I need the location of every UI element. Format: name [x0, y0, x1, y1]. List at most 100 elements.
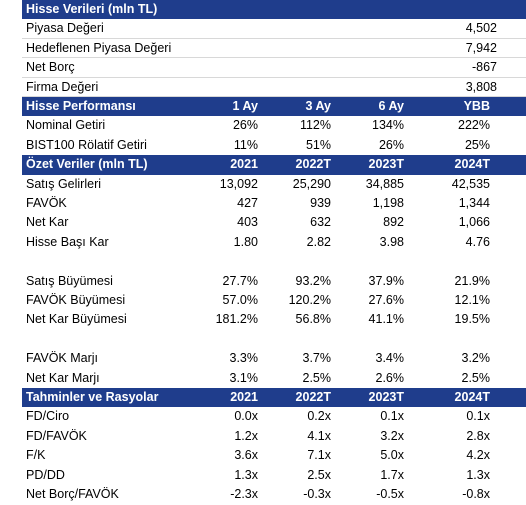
- cell-value: 27.7%: [222, 273, 258, 288]
- section-header: Hisse Performansı 1 Ay 3 Ay 6 Ay YBB: [22, 97, 526, 117]
- row-label: Net Borç: [26, 60, 75, 75]
- cell-value: -0.8x: [462, 487, 490, 501]
- row-label: Net Borç/FAVÖK: [26, 487, 119, 501]
- row-label: Hisse Başı Kar: [26, 234, 109, 249]
- cell-value: 2.5x: [307, 467, 331, 482]
- cell-value: 4.2x: [466, 448, 490, 463]
- row-label: FD/FAVÖK: [26, 428, 87, 443]
- cell-value: 134%: [372, 118, 404, 133]
- cell-value: 632: [310, 215, 331, 230]
- row-label: FAVÖK: [26, 196, 67, 210]
- cell-value: 19.5%: [454, 312, 490, 327]
- cell-value: -867: [471, 60, 497, 75]
- cell-value: 3.3%: [229, 351, 259, 366]
- section-title: Özet Veriler (mln TL): [26, 157, 148, 172]
- cell-value: 12.1%: [454, 293, 490, 307]
- section-header: Tahminler ve Rasyolar 2021 2022T 2023T 2024T: [22, 388, 526, 408]
- table-row: PD/DD 1.3x 2.5x 1.7x 1.3x: [22, 466, 526, 485]
- cell-value: -2.3x: [230, 487, 258, 501]
- cell-value: 0.2x: [307, 409, 331, 424]
- cell-value: 403: [237, 215, 258, 230]
- column-header: 2023T: [368, 157, 404, 172]
- row-label: Net Kar: [26, 215, 69, 230]
- row-label: Net Kar Büyümesi: [26, 312, 127, 327]
- cell-value: 37.9%: [368, 273, 404, 288]
- table-row: FAVÖK Marjı 3.3% 3.7% 3.4% 3.2%: [22, 349, 526, 368]
- column-header: 1 Ay: [232, 99, 258, 113]
- cell-value: 51%: [305, 137, 331, 152]
- table-row: F/K 3.6x 7.1x 5.0x 4.2x: [22, 446, 526, 465]
- row-label: Net Kar Marjı: [26, 370, 100, 385]
- column-header: 3 Ay: [305, 99, 331, 113]
- cell-value: 1.7x: [380, 467, 404, 482]
- column-header: 2023T: [368, 390, 404, 404]
- table-row: Firma Değeri 3,808: [22, 78, 526, 97]
- cell-value: 3.2%: [461, 351, 491, 366]
- cell-value: 120.2%: [288, 293, 331, 307]
- cell-value: 25%: [464, 137, 490, 152]
- cell-value: 57.0%: [222, 293, 258, 307]
- cell-value: 1,344: [458, 196, 490, 210]
- table-row: Net Borç -867: [22, 58, 526, 78]
- cell-value: 34,885: [365, 176, 404, 191]
- section-title: Hisse Performansı: [26, 99, 136, 113]
- cell-value: 25,290: [292, 176, 331, 191]
- row-label: FAVÖK Marjı: [26, 351, 99, 366]
- cell-value: 7.1x: [307, 448, 331, 463]
- cell-value: 892: [383, 215, 404, 230]
- cell-value: 1.80: [233, 234, 258, 249]
- column-header: 2022T: [295, 390, 331, 404]
- cell-value: 27.6%: [368, 293, 404, 307]
- cell-value: 42,535: [451, 176, 490, 191]
- cell-value: 3.6x: [234, 448, 258, 463]
- cell-value: 0.1x: [466, 409, 490, 424]
- table-row: Nominal Getiri 26% 112% 134% 222%: [22, 116, 526, 135]
- cell-value: 93.2%: [295, 273, 331, 288]
- cell-value: 1,066: [458, 215, 490, 230]
- row-label: Hedeflenen Piyasa Değeri: [26, 40, 172, 55]
- table-row: FD/FAVÖK 1.2x 4.1x 3.2x 2.8x: [22, 427, 526, 446]
- cell-value: 3.4%: [375, 351, 405, 366]
- table-row: FAVÖK 427 939 1,198 1,344: [22, 194, 526, 213]
- cell-value: 5.0x: [380, 448, 404, 463]
- cell-value: 26%: [232, 118, 258, 133]
- cell-value: 21.9%: [454, 273, 490, 288]
- row-label: FAVÖK Büyümesi: [26, 293, 126, 307]
- row-label: PD/DD: [26, 467, 65, 482]
- row-label: BIST100 Rölatif Getiri: [26, 137, 147, 152]
- cell-value: 3.98: [379, 234, 404, 249]
- cell-value: 7,942: [465, 40, 497, 55]
- section-header: Özet Veriler (mln TL) 2021 2022T 2023T 2024T: [22, 155, 526, 175]
- cell-value: 1.3x: [234, 467, 258, 482]
- cell-value: 4.76: [465, 234, 490, 249]
- cell-value: 2.82: [306, 234, 331, 249]
- table-row: FAVÖK Büyümesi 57.0% 120.2% 27.6% 12.1%: [22, 291, 526, 310]
- column-header: 2021: [230, 157, 258, 172]
- table-row: BIST100 Rölatif Getiri 11% 51% 26% 25%: [22, 136, 526, 155]
- row-label: Satış Büyümesi: [26, 273, 113, 288]
- cell-value: 427: [237, 196, 258, 210]
- row-label: F/K: [26, 448, 46, 463]
- column-header: 2024T: [454, 390, 490, 404]
- cell-value: 0.0x: [234, 409, 258, 424]
- cell-value: 3.1%: [229, 370, 259, 385]
- section-header: Hisse Verileri (mln TL): [22, 0, 526, 20]
- cell-value: 2.5%: [302, 370, 332, 385]
- table-row: Net Kar 403 632 892 1,066: [22, 213, 526, 232]
- table-row: Hisse Başı Kar 1.80 2.82 3.98 4.76: [22, 233, 526, 252]
- column-header: 6 Ay: [378, 99, 404, 113]
- row-label: Firma Değeri: [26, 79, 99, 94]
- cell-value: 2.6%: [375, 370, 405, 385]
- cell-value: 26%: [378, 137, 404, 152]
- cell-value: 2.5%: [461, 370, 491, 385]
- row-label: Piyasa Değeri: [26, 21, 104, 36]
- row-label: Nominal Getiri: [26, 118, 106, 133]
- table-row: Net Kar Büyümesi 181.2% 56.8% 41.1% 19.5%: [22, 310, 526, 329]
- cell-value: -0.5x: [376, 487, 404, 501]
- table-row: Net Kar Marjı 3.1% 2.5% 2.6% 2.5%: [22, 369, 526, 388]
- table-row: Satış Gelirleri 13,092 25,290 34,885 42,535: [22, 175, 526, 194]
- cell-value: 1.3x: [466, 467, 490, 482]
- column-header: YBB: [463, 99, 490, 113]
- section-title: Tahminler ve Rasyolar: [26, 390, 159, 404]
